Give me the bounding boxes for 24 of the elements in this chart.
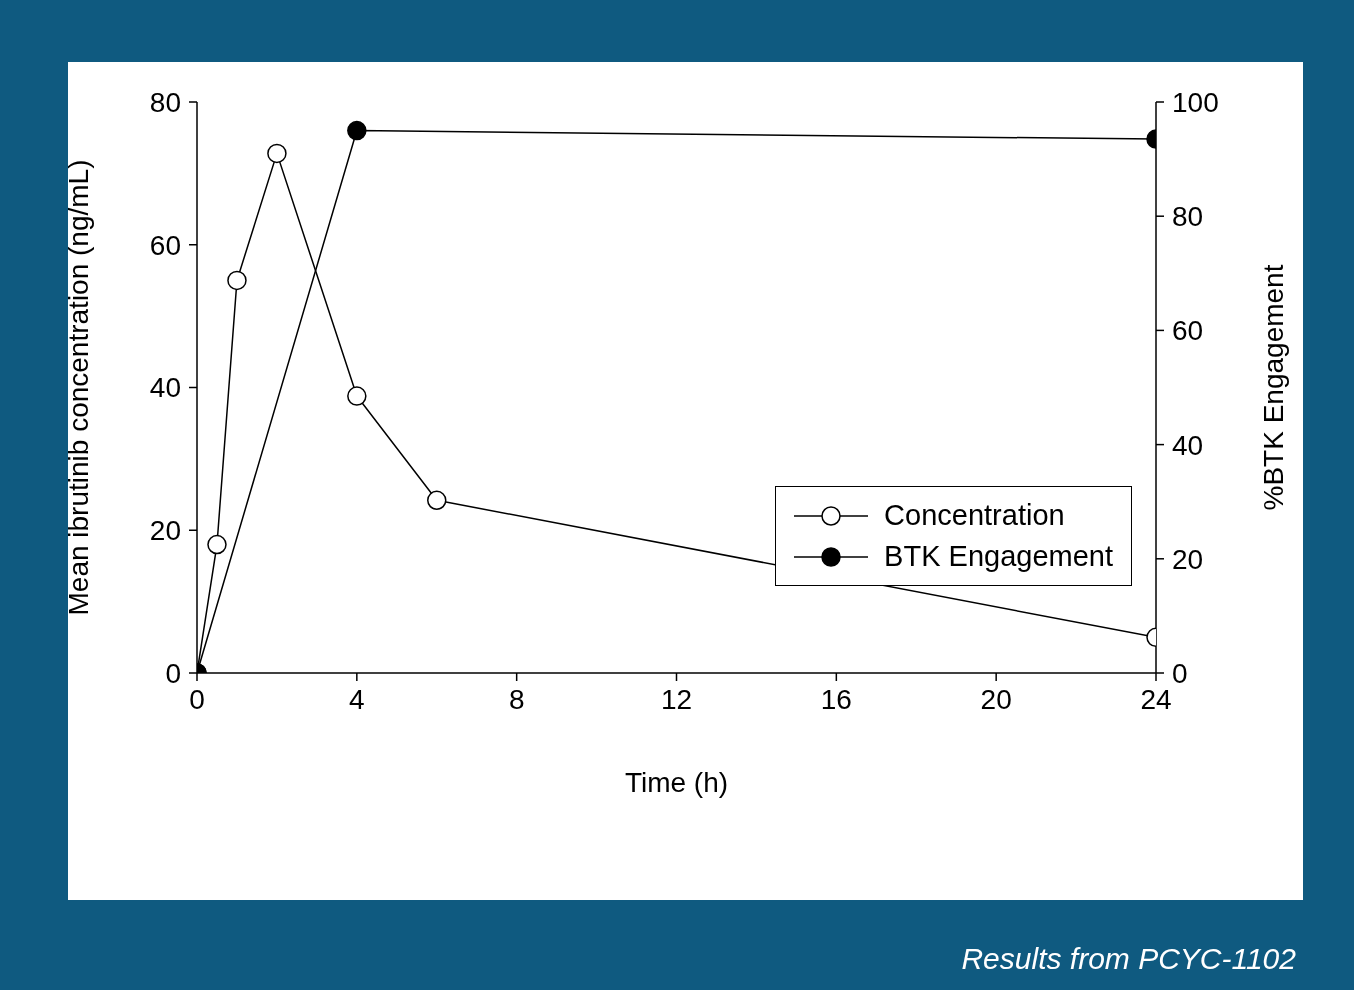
y2-axis-title: %BTK Engagement <box>1257 264 1289 511</box>
y-tick-label: 60 <box>149 229 181 261</box>
x-tick-label: 0 <box>189 683 205 715</box>
text: Results from PCYC-1102 <box>961 942 1296 976</box>
y-tick-label: 40 <box>149 372 181 404</box>
legend-label: BTK Engagement <box>884 540 1113 573</box>
y2-tick-label: 20 <box>1172 543 1204 575</box>
x-tick-label: 24 <box>1140 683 1172 715</box>
y-axis-title: Mean ibrutinib concentration (ng/mL) <box>62 159 94 616</box>
y2-tick-label: 80 <box>1172 201 1204 233</box>
y-tick-label: 80 <box>149 86 181 118</box>
x-tick-label: 8 <box>508 683 525 715</box>
x-axis-title: Time (h) <box>624 767 729 798</box>
y2-tick-label: 60 <box>1172 315 1204 347</box>
x-tick-label: 20 <box>980 683 1012 715</box>
y2-tick-label: 40 <box>1172 429 1204 461</box>
legend-label: Concentration <box>884 499 1065 532</box>
y-tick-label: 0 <box>165 657 181 689</box>
x-tick-label: 12 <box>660 683 693 715</box>
x-tick-label: 4 <box>349 683 365 715</box>
y2-tick-label: 100 <box>1172 86 1219 118</box>
y2-tick-label: 0 <box>1172 657 1188 689</box>
y-tick-label: 20 <box>149 515 181 547</box>
x-tick-label: 16 <box>820 683 852 715</box>
